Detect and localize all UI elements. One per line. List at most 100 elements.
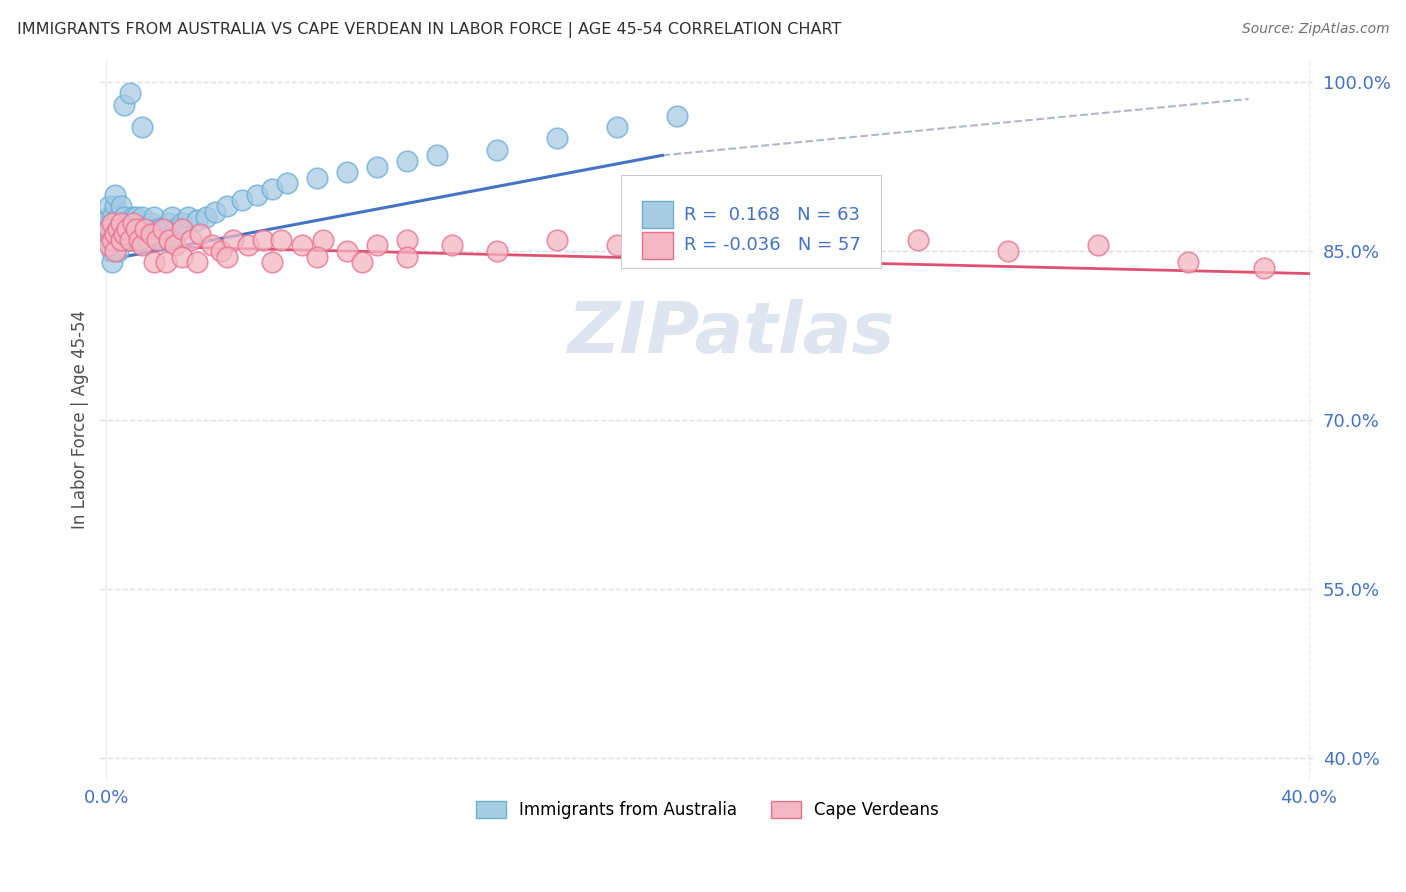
Point: [107, 221, 129, 235]
Text: R = -0.036   N = 57: R = -0.036 N = 57: [685, 236, 860, 254]
Point: [159, 216, 181, 230]
Point: [186, 212, 208, 227]
Point: [141, 216, 163, 230]
Point: [125, 233, 148, 247]
Point: [276, 177, 298, 191]
Point: [305, 250, 328, 264]
Y-axis label: In Labor Force | Age 45-54: In Labor Force | Age 45-54: [72, 310, 89, 530]
Point: [122, 211, 145, 225]
Point: [131, 120, 153, 135]
Point: [395, 153, 418, 168]
Point: [252, 233, 274, 247]
Text: ZIPatlas: ZIPatlas: [568, 299, 896, 368]
Point: [110, 221, 132, 235]
Point: [350, 255, 373, 269]
Point: [486, 143, 509, 157]
Point: [152, 233, 174, 247]
Point: [236, 238, 259, 252]
Point: [817, 238, 839, 252]
Point: [546, 233, 568, 247]
Point: [486, 244, 509, 258]
Point: [246, 187, 269, 202]
Point: [997, 244, 1019, 258]
Point: [101, 211, 124, 225]
Point: [98, 238, 121, 252]
Point: [440, 238, 463, 252]
Point: [170, 250, 193, 264]
Point: [231, 194, 253, 208]
Point: [104, 233, 127, 247]
Point: [366, 160, 388, 174]
Point: [125, 221, 148, 235]
Point: [112, 97, 135, 112]
Point: [104, 216, 127, 230]
Point: [110, 199, 132, 213]
Point: [606, 120, 628, 135]
Point: [104, 187, 127, 202]
Point: [107, 244, 129, 258]
Point: [426, 148, 449, 162]
Point: [204, 204, 226, 219]
Point: [209, 244, 232, 258]
Point: [143, 255, 166, 269]
Point: [98, 199, 121, 213]
Point: [117, 216, 139, 230]
Point: [120, 233, 142, 247]
Point: [165, 221, 187, 235]
Point: [194, 211, 217, 225]
Point: [98, 211, 121, 225]
Point: [120, 221, 142, 235]
Point: [305, 170, 328, 185]
Point: [1253, 260, 1275, 275]
Point: [176, 211, 198, 225]
Point: [180, 233, 202, 247]
Point: [170, 216, 193, 230]
Point: [141, 227, 163, 241]
Point: [200, 238, 222, 252]
Point: [131, 238, 153, 252]
Point: [907, 233, 929, 247]
Point: [104, 244, 127, 258]
Point: [546, 131, 568, 145]
Point: [112, 211, 135, 225]
Point: [395, 250, 418, 264]
Point: [134, 221, 156, 235]
Point: [143, 211, 166, 225]
Point: [101, 233, 124, 247]
Legend: Immigrants from Australia, Cape Verdeans: Immigrants from Australia, Cape Verdeans: [470, 795, 946, 826]
Point: [336, 165, 359, 179]
Point: [149, 221, 172, 235]
Point: [107, 211, 129, 225]
Point: [131, 211, 153, 225]
Text: Source: ZipAtlas.com: Source: ZipAtlas.com: [1241, 22, 1389, 37]
Point: [104, 227, 127, 241]
Point: [155, 221, 177, 235]
Point: [395, 233, 418, 247]
Point: [215, 250, 238, 264]
Point: [110, 233, 132, 247]
Point: [107, 221, 129, 235]
Point: [128, 233, 150, 247]
Point: [165, 238, 187, 252]
Text: IMMIGRANTS FROM AUSTRALIA VS CAPE VERDEAN IN LABOR FORCE | AGE 45-54 CORRELATION: IMMIGRANTS FROM AUSTRALIA VS CAPE VERDEA…: [17, 22, 841, 38]
Point: [215, 199, 238, 213]
Point: [101, 216, 124, 230]
Point: [120, 87, 142, 101]
Point: [112, 227, 135, 241]
Point: [101, 244, 124, 258]
Point: [146, 221, 169, 235]
Point: [110, 216, 132, 230]
Point: [727, 244, 749, 258]
Text: R =  0.168   N = 63: R = 0.168 N = 63: [685, 206, 860, 224]
Point: [606, 238, 628, 252]
Point: [117, 233, 139, 247]
Point: [1177, 255, 1199, 269]
Point: [260, 182, 283, 196]
Point: [186, 255, 208, 269]
Point: [159, 233, 181, 247]
Point: [162, 211, 184, 225]
Point: [146, 233, 169, 247]
Point: [98, 221, 121, 235]
Point: [336, 244, 359, 258]
Point: [138, 233, 160, 247]
